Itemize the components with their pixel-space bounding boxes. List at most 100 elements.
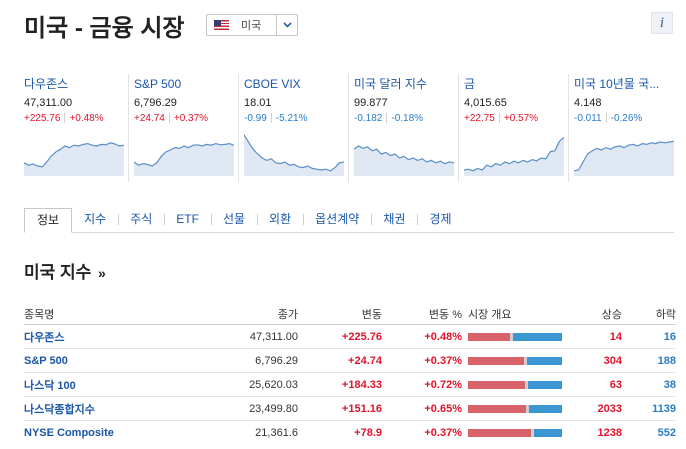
market-overview-cell: [462, 396, 566, 421]
index-card-vix[interactable]: CBOE VIX 18.01 -0.99 -5.21%: [238, 74, 344, 182]
card-change: +22.75: [464, 113, 495, 124]
advancers-cell: 63: [566, 372, 622, 397]
sparkline-line: [244, 135, 344, 171]
decliners-cell: 38: [622, 372, 676, 397]
sparkline-line: [134, 144, 234, 166]
sparkline-line: [24, 143, 124, 167]
tab-futures[interactable]: 선물: [210, 208, 257, 230]
market-overview-cell: [462, 421, 566, 445]
card-change-pct: -0.18%: [391, 113, 424, 124]
card-change: -0.182: [354, 113, 383, 124]
section-title-text[interactable]: 미국 지수: [24, 263, 92, 282]
card-change-pct: -0.26%: [610, 113, 643, 124]
market-overview-cell: [462, 348, 566, 373]
close-cell: 21,361.6: [255, 426, 298, 439]
close-cell: 47,311.00: [174, 324, 298, 349]
index-card-10y[interactable]: 미국 10년물 국... 4.148 -0.011 -0.26%: [568, 74, 674, 182]
index-name-link[interactable]: NYSE Composite: [24, 426, 114, 439]
sparkline-line: [574, 141, 674, 171]
sparkline-area: [574, 141, 674, 176]
market-overview-cell: [462, 324, 566, 349]
sparkline-chart: [354, 130, 454, 176]
index-name-link[interactable]: S&P 500: [24, 354, 68, 367]
index-name-link[interactable]: 다우존스: [24, 331, 65, 344]
index-card-gold[interactable]: 금 4,015.65 +22.75 +0.57%: [458, 74, 564, 182]
table-row: 나스닥종합지수 23,499.80 +151.16 +0.65% 2033 11…: [24, 396, 676, 421]
sparkline-area: [134, 143, 234, 176]
card-value: 18.01: [244, 97, 272, 109]
index-name-link[interactable]: 나스닥종합지수: [24, 403, 95, 416]
page-title: 미국 - 금융 시장: [24, 15, 185, 42]
card-name[interactable]: 다우존스: [24, 77, 69, 91]
chevron-right-icon[interactable]: »: [98, 265, 106, 281]
col-header-decliners[interactable]: 하락: [622, 304, 676, 325]
change-pct-cell: +0.37%: [382, 348, 462, 373]
col-header-change-pct[interactable]: 변동 %: [382, 304, 462, 325]
sparkline-line: [354, 146, 454, 164]
index-card-dollar[interactable]: 미국 달러 지수 99.877 -0.182 -0.18%: [348, 74, 454, 182]
table-row: 나스닥 100 25,620.03 +184.33 +0.72% 63 38: [24, 372, 676, 397]
card-name[interactable]: 미국 달러 지수: [354, 77, 427, 91]
country-select[interactable]: 미국: [206, 14, 298, 36]
breadth-bar: [468, 332, 562, 341]
breadth-bar: [468, 428, 562, 437]
card-change: -0.99: [244, 113, 267, 124]
card-name[interactable]: 금: [464, 77, 476, 91]
advancers-cell: 1238: [597, 426, 622, 439]
chevron-down-icon[interactable]: [276, 15, 297, 35]
change-pct-cell: +0.48%: [382, 324, 462, 349]
change-pct-cell: +0.72%: [382, 372, 462, 397]
sparkline-chart: [464, 130, 564, 176]
card-change: +24.74: [134, 113, 165, 124]
change-cell: +184.33: [298, 372, 382, 397]
tab-etf[interactable]: ETF: [164, 208, 211, 230]
advancers-cell: 2033: [566, 396, 622, 421]
card-name[interactable]: 미국 10년물 국...: [574, 77, 660, 91]
card-name[interactable]: S&P 500: [134, 77, 182, 91]
col-header-market-overview: 시장 개요: [462, 304, 566, 325]
change-cell: +151.16: [298, 396, 382, 421]
sparkline-area: [354, 146, 454, 176]
index-name-link[interactable]: 나스닥 100: [24, 379, 76, 392]
market-overview-cell: [462, 372, 566, 397]
market-tabs: 정보 지수 주식 ETF 선물 외환 옵션계약 채권 경제: [24, 208, 674, 233]
tab-bonds[interactable]: 채권: [371, 208, 417, 230]
card-value: 4,015.65: [464, 97, 507, 109]
table-row: NYSE Composite 21,361.6 +78.9 +0.37% 123…: [24, 421, 676, 445]
change-cell: +78.9: [354, 426, 382, 439]
index-card-sp500[interactable]: S&P 500 6,796.29 +24.74 +0.37%: [128, 74, 234, 182]
breadth-bar: [468, 380, 562, 389]
breadth-bar: [468, 404, 562, 413]
tab-indices[interactable]: 지수: [84, 212, 107, 226]
card-value: 6,796.29: [134, 97, 177, 109]
card-change: -0.011: [574, 113, 602, 124]
sparkline-chart: [24, 130, 124, 176]
tab-forex[interactable]: 외환: [257, 208, 303, 230]
card-change-pct: -5.21%: [275, 113, 308, 124]
card-change-pct: +0.57%: [503, 113, 539, 124]
tab-info[interactable]: 정보: [24, 208, 73, 233]
card-name[interactable]: CBOE VIX: [244, 77, 301, 91]
tab-stocks[interactable]: 주식: [118, 208, 164, 230]
change-pct-cell: +0.37%: [424, 426, 462, 439]
close-cell: 6,796.29: [174, 348, 298, 373]
advancers-cell: 304: [566, 348, 622, 373]
sparkline-chart: [574, 130, 674, 176]
col-header-name[interactable]: 종목명: [24, 304, 174, 325]
tab-options[interactable]: 옵션계약: [303, 208, 371, 230]
table-row: 다우존스 47,311.00 +225.76 +0.48% 14 16: [24, 324, 676, 349]
tab-economy[interactable]: 경제: [417, 208, 463, 230]
col-header-advancers[interactable]: 상승: [566, 304, 622, 325]
change-cell: +225.76: [298, 324, 382, 349]
decliners-cell: 1139: [622, 396, 676, 421]
info-icon[interactable]: i: [651, 12, 673, 34]
section-title[interactable]: 미국 지수 »: [24, 258, 106, 283]
card-change-pct: +0.37%: [173, 113, 209, 124]
card-change: +225.76: [24, 113, 61, 124]
country-select-value: 미국: [241, 20, 262, 32]
index-card-dow[interactable]: 다우존스 47,311.00 +225.76 +0.48%: [24, 74, 124, 182]
decliners-cell: 188: [622, 348, 676, 373]
col-header-close[interactable]: 종가: [174, 304, 298, 325]
col-header-change[interactable]: 변동: [298, 304, 382, 325]
card-value: 99.877: [354, 97, 388, 109]
